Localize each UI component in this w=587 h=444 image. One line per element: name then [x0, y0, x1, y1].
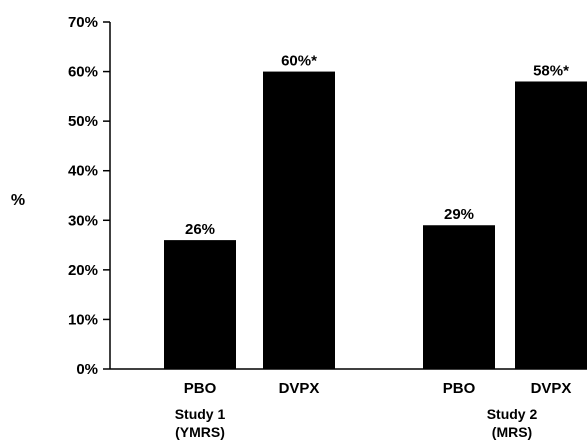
data-label: 29% — [444, 206, 474, 223]
bar-pbo-group-1 — [164, 240, 236, 369]
y-axis-ticks: 0% 10% 20% 30% 40% 50% 60% 70% — [68, 14, 110, 378]
category-labels: PBO DVPX PBO DVPX — [184, 380, 572, 397]
y-tick-label: 10% — [68, 311, 98, 328]
y-tick-label: 30% — [68, 212, 98, 229]
y-tick-label: 50% — [68, 113, 98, 130]
data-label: 58%* — [533, 62, 569, 79]
category-label: DVPX — [531, 380, 572, 397]
y-tick-label: 70% — [68, 14, 98, 31]
group-label-line1: Study 1 — [175, 406, 226, 422]
group-label-line1: Study 2 — [487, 406, 538, 422]
bars-layer: 26% 60%* 29% 58%* — [164, 53, 587, 370]
y-tick-label: 20% — [68, 262, 98, 279]
bar-dvpx-group-2 — [515, 81, 587, 369]
group-label-line2: (MRS) — [492, 424, 532, 440]
group-labels: Study 1 (YMRS) Study 2 (MRS) — [175, 406, 538, 440]
y-tick-label: 40% — [68, 163, 98, 180]
category-label: DVPX — [279, 380, 320, 397]
data-label: 26% — [185, 221, 215, 238]
category-label: PBO — [184, 380, 217, 397]
bar-pbo-group-2 — [423, 225, 495, 369]
category-label: PBO — [443, 380, 476, 397]
bar-dvpx-group-1 — [263, 71, 335, 370]
axes-layer — [109, 22, 587, 370]
y-tick-label: 60% — [68, 64, 98, 81]
data-label: 60%* — [281, 53, 317, 70]
y-tick-label: 0% — [76, 361, 98, 378]
y-axis-title: % — [11, 192, 25, 209]
group-label-line2: (YMRS) — [175, 424, 225, 440]
